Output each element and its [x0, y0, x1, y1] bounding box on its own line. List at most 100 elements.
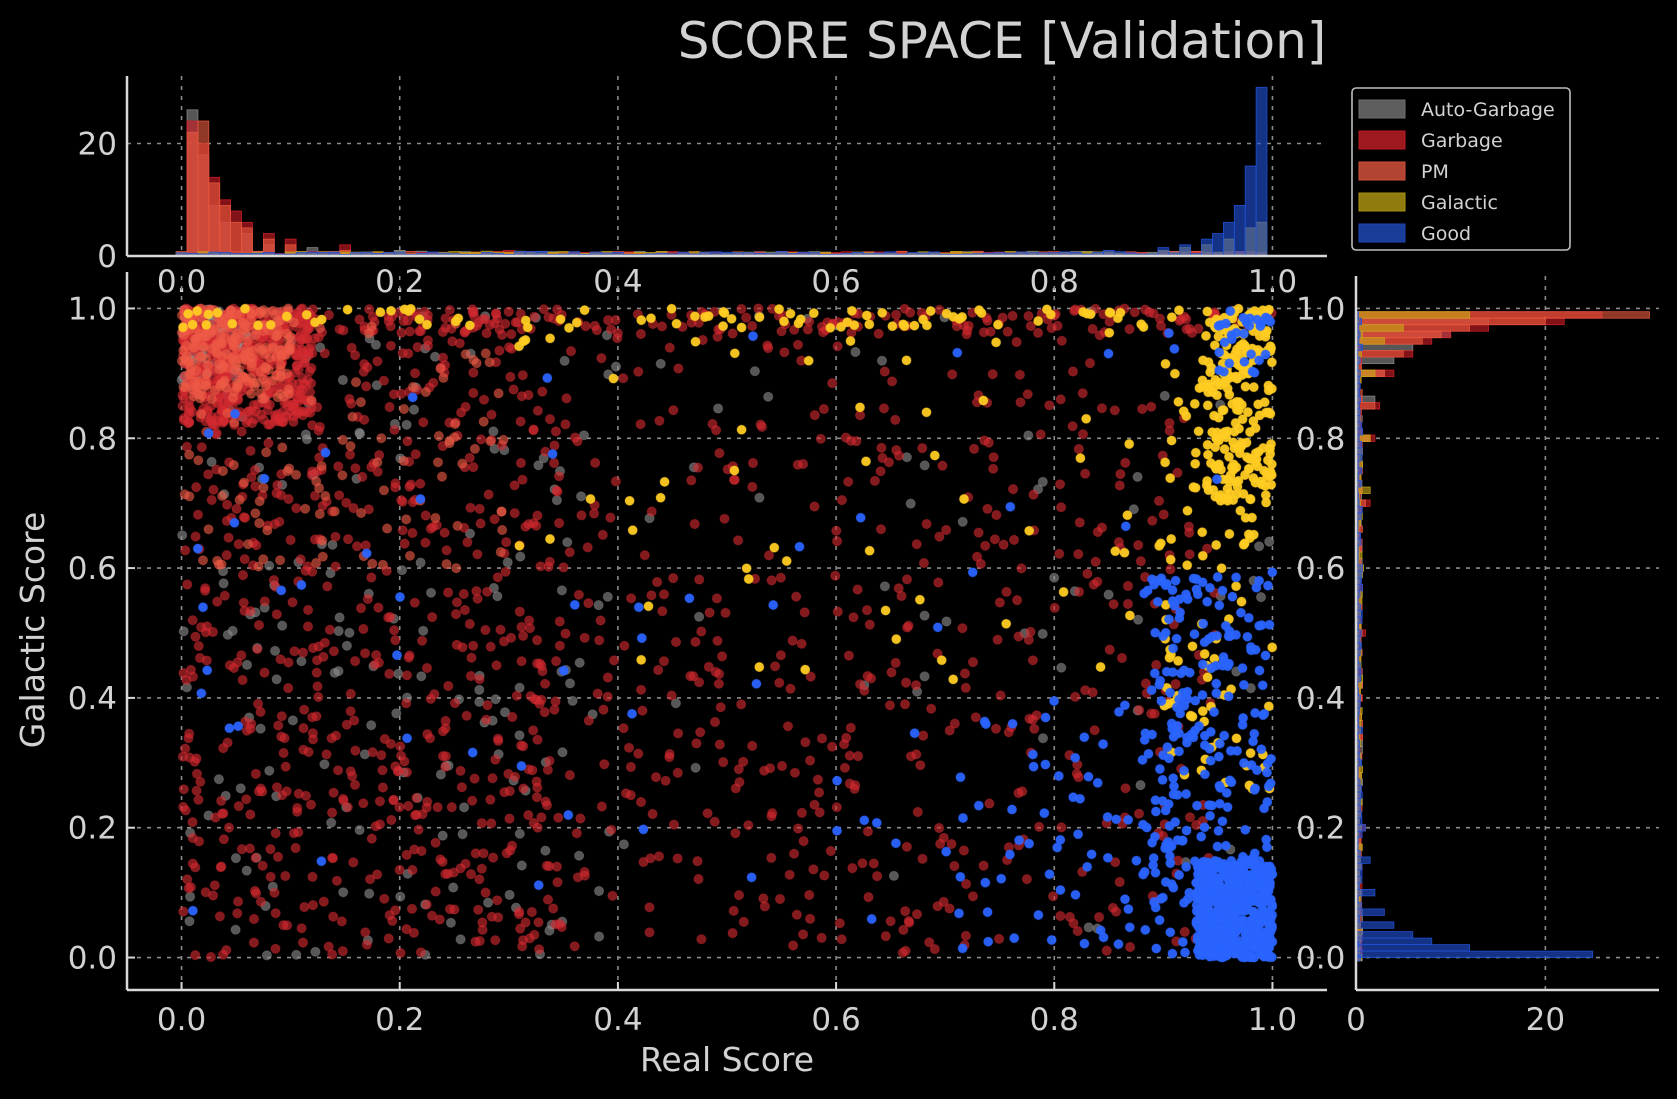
scatter-point — [957, 623, 968, 634]
scatter-point — [532, 405, 544, 416]
scatter-point — [1248, 382, 1259, 393]
scatter-point — [941, 846, 952, 857]
scatter-point — [562, 537, 573, 548]
scatter-point — [1205, 726, 1216, 738]
scatter-point — [378, 375, 389, 386]
scatter-point — [1248, 916, 1259, 927]
scatter-point — [372, 356, 383, 367]
scatter-point — [190, 376, 201, 387]
scatter-point — [533, 460, 544, 471]
scatter-point — [203, 524, 214, 535]
scatter-point — [319, 348, 330, 359]
scatter-point — [605, 512, 616, 523]
scatter-point — [1256, 479, 1267, 490]
scatter-point — [619, 640, 630, 651]
scatter-point — [937, 460, 948, 471]
scatter-point — [1123, 904, 1134, 915]
scatter-point — [188, 391, 199, 402]
scatter-point — [845, 335, 856, 347]
scatter-point — [549, 704, 560, 715]
scatter-point — [280, 761, 291, 772]
scatter-point — [747, 320, 758, 332]
scatter-point — [328, 646, 339, 657]
scatter-point — [311, 667, 322, 678]
scatter-point — [1174, 869, 1185, 881]
scatter-point — [514, 730, 525, 741]
scatter-point — [949, 718, 960, 729]
scatter-point — [1194, 885, 1205, 896]
scatter-point — [206, 494, 217, 506]
scatter-point — [198, 341, 209, 352]
scatter-point — [789, 848, 800, 859]
scatter-point — [395, 891, 406, 902]
scatter-point — [1013, 787, 1024, 799]
scatter-point — [488, 426, 499, 437]
scatter-point — [799, 607, 810, 618]
scatter-point — [264, 765, 275, 776]
scatter-point — [317, 551, 328, 562]
scatter-point — [1222, 919, 1233, 931]
scatter-point — [350, 377, 362, 388]
scatter-point — [208, 890, 219, 901]
scatter-point — [474, 503, 485, 514]
scatter-point — [967, 567, 978, 578]
scatter-point — [1090, 556, 1101, 567]
scatter-point — [474, 696, 485, 708]
scatter-point — [1163, 753, 1175, 764]
scatter-point — [477, 917, 488, 928]
scatter-point — [1055, 884, 1066, 896]
scatter-point — [437, 856, 448, 867]
scatter-point — [1021, 874, 1033, 885]
scatter-point — [437, 830, 448, 841]
scatter-point — [583, 598, 594, 609]
scatter-point — [338, 325, 349, 336]
scatter-point — [1169, 343, 1180, 354]
scatter-point — [215, 381, 226, 392]
scatter-point — [464, 528, 476, 539]
scatter-point — [540, 678, 551, 689]
scatter-point — [361, 548, 372, 559]
scatter-point — [1215, 901, 1226, 912]
scatter-point — [666, 690, 677, 701]
scatter-point — [178, 784, 189, 795]
scatter-point — [1115, 307, 1126, 318]
scatter-point — [374, 796, 385, 807]
scatter-point — [991, 337, 1002, 348]
scatter-point — [213, 774, 224, 785]
scatter-point — [1201, 935, 1213, 946]
scatter-point — [518, 630, 529, 642]
scatter-point — [539, 707, 550, 718]
scatter-point — [1001, 618, 1012, 629]
scatter-point — [1044, 869, 1055, 880]
scatter-point — [583, 715, 594, 726]
scatter-point — [529, 694, 540, 705]
scatter-point — [673, 728, 684, 739]
scatter-point — [1067, 366, 1079, 377]
scatter-point — [917, 443, 928, 454]
scatter-point — [598, 704, 609, 715]
scatter-point — [415, 478, 426, 489]
scatter-point — [1074, 517, 1085, 528]
scatter-point — [343, 534, 354, 545]
scatter-point — [796, 638, 807, 649]
scatter-point — [514, 540, 525, 551]
scatter-point — [364, 888, 375, 899]
scatter-point — [816, 733, 828, 744]
scatter-point — [200, 376, 211, 387]
scatter-point — [1027, 655, 1039, 666]
top-hist-bar — [241, 227, 253, 257]
scatter-point — [1070, 691, 1081, 703]
scatter-point — [389, 625, 400, 636]
scatter-point — [1212, 841, 1223, 852]
scatter-point — [277, 442, 288, 453]
scatter-point — [832, 341, 843, 352]
scatter-point — [259, 667, 270, 678]
scatter-point — [468, 640, 479, 651]
scatter-point — [249, 381, 260, 392]
scatter-point — [1150, 806, 1162, 817]
scatter-point — [644, 927, 655, 938]
scatter-point — [1205, 755, 1216, 766]
scatter-point — [623, 742, 635, 753]
scatter-point — [333, 461, 344, 472]
